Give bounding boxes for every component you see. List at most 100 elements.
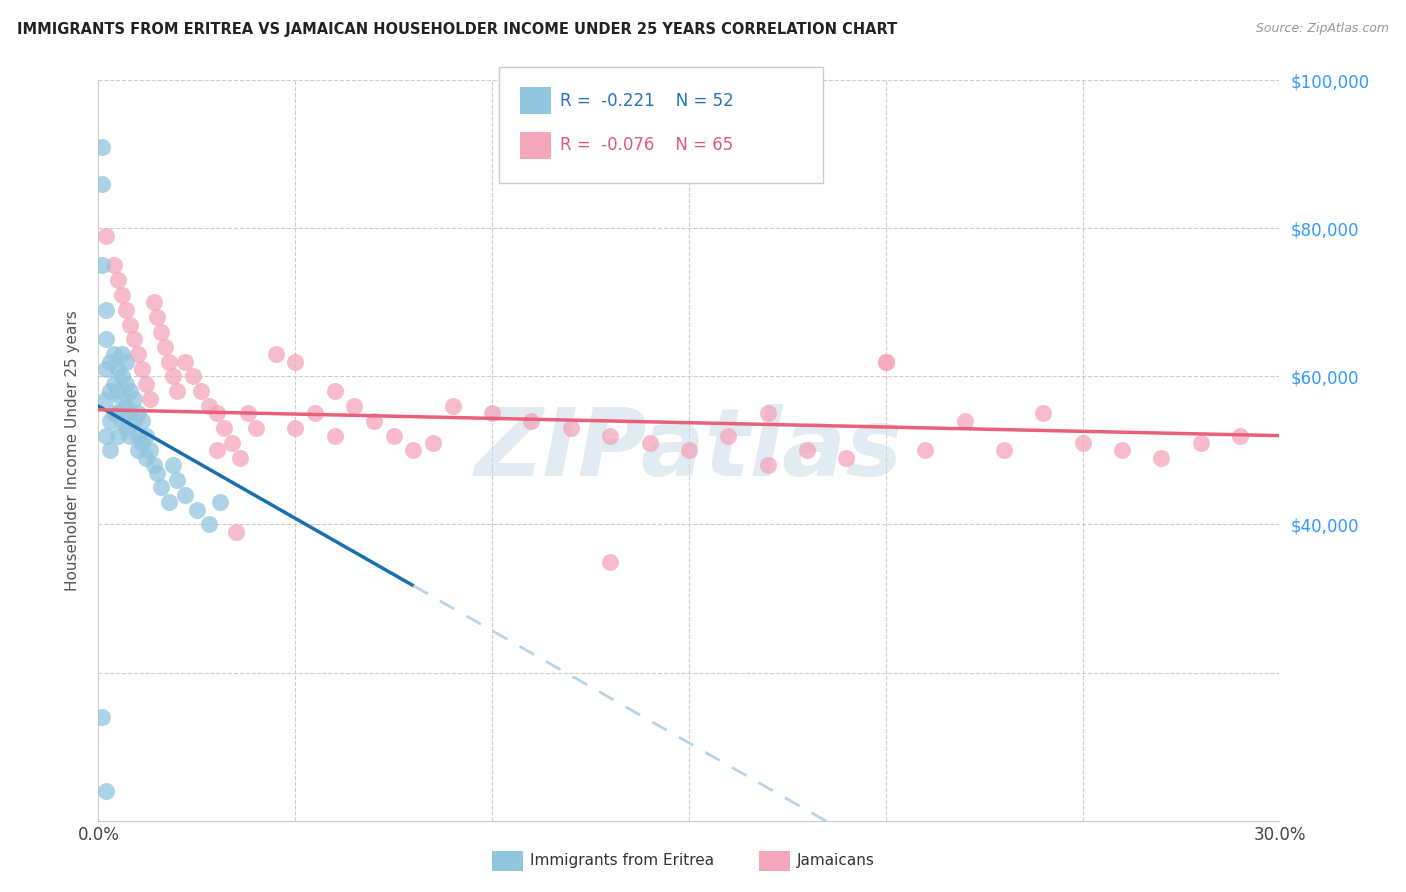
Point xyxy=(363,414,385,428)
Point xyxy=(118,407,141,421)
Point xyxy=(96,428,118,442)
Point xyxy=(245,421,267,435)
Point xyxy=(111,369,134,384)
Point xyxy=(162,369,184,384)
Point xyxy=(127,407,149,421)
Point xyxy=(98,384,121,399)
Text: R =  -0.221    N = 52: R = -0.221 N = 52 xyxy=(560,92,734,110)
Point xyxy=(166,384,188,399)
Point xyxy=(914,443,936,458)
Point xyxy=(131,436,153,450)
Point xyxy=(1032,407,1054,421)
Point xyxy=(135,428,157,442)
Point xyxy=(1071,436,1094,450)
Point xyxy=(599,428,621,442)
Text: Jamaicans: Jamaicans xyxy=(797,854,875,868)
Point xyxy=(1189,436,1212,450)
Text: Source: ZipAtlas.com: Source: ZipAtlas.com xyxy=(1256,22,1389,36)
Point xyxy=(118,384,141,399)
Point xyxy=(214,421,236,435)
Text: Immigrants from Eritrea: Immigrants from Eritrea xyxy=(530,854,714,868)
Point xyxy=(284,421,307,435)
Point xyxy=(111,392,134,406)
Point xyxy=(481,407,503,421)
Point xyxy=(441,399,464,413)
Point xyxy=(174,354,197,368)
Point xyxy=(993,443,1015,458)
Point xyxy=(107,273,129,287)
Point xyxy=(186,502,208,516)
Point xyxy=(107,384,129,399)
Point xyxy=(115,376,138,391)
Point xyxy=(678,443,700,458)
Point xyxy=(229,450,252,465)
Point xyxy=(103,258,125,272)
Point xyxy=(1150,450,1173,465)
Point xyxy=(875,354,897,368)
Text: IMMIGRANTS FROM ERITREA VS JAMAICAN HOUSEHOLDER INCOME UNDER 25 YEARS CORRELATIO: IMMIGRANTS FROM ERITREA VS JAMAICAN HOUS… xyxy=(17,22,897,37)
Point xyxy=(209,495,232,509)
Point xyxy=(382,428,405,442)
Point xyxy=(115,302,138,317)
Point xyxy=(155,340,177,354)
Point xyxy=(304,407,326,421)
Point xyxy=(142,295,165,310)
Point xyxy=(197,399,219,413)
Point xyxy=(560,421,582,435)
Point xyxy=(205,407,228,421)
Point xyxy=(221,436,243,450)
Point xyxy=(150,325,173,339)
Point xyxy=(98,354,121,368)
Point xyxy=(96,362,118,376)
Point xyxy=(138,392,160,406)
Point xyxy=(343,399,366,413)
Point xyxy=(98,443,121,458)
Point xyxy=(96,784,118,798)
Point xyxy=(599,554,621,569)
Point xyxy=(96,302,118,317)
Point xyxy=(402,443,425,458)
Point xyxy=(127,347,149,361)
Point xyxy=(422,436,444,450)
Y-axis label: Householder Income Under 25 years: Householder Income Under 25 years xyxy=(65,310,80,591)
Point xyxy=(115,421,138,435)
Point xyxy=(131,362,153,376)
Point xyxy=(146,466,169,480)
Point xyxy=(111,347,134,361)
Point xyxy=(103,347,125,361)
Point xyxy=(103,407,125,421)
Point xyxy=(103,376,125,391)
Point xyxy=(91,177,114,191)
Point xyxy=(150,480,173,494)
Point xyxy=(115,399,138,413)
Text: ZIPatlas: ZIPatlas xyxy=(475,404,903,497)
Point xyxy=(131,414,153,428)
Point xyxy=(135,450,157,465)
Point xyxy=(98,414,121,428)
Point xyxy=(756,458,779,473)
Point xyxy=(756,407,779,421)
Point xyxy=(953,414,976,428)
Point xyxy=(190,384,212,399)
Point xyxy=(107,428,129,442)
Point xyxy=(107,362,129,376)
Point xyxy=(875,354,897,368)
Point xyxy=(264,347,287,361)
Point xyxy=(91,258,114,272)
Point xyxy=(146,310,169,325)
Point xyxy=(122,332,145,346)
Point xyxy=(236,407,259,421)
Point xyxy=(115,354,138,368)
Point xyxy=(127,443,149,458)
Point xyxy=(520,414,543,428)
Point xyxy=(91,710,114,724)
Point xyxy=(91,140,114,154)
Point xyxy=(127,428,149,442)
Point xyxy=(181,369,204,384)
Point xyxy=(323,384,346,399)
Point xyxy=(157,354,180,368)
Point xyxy=(162,458,184,473)
Point xyxy=(717,428,740,442)
Point xyxy=(138,443,160,458)
Point xyxy=(96,392,118,406)
